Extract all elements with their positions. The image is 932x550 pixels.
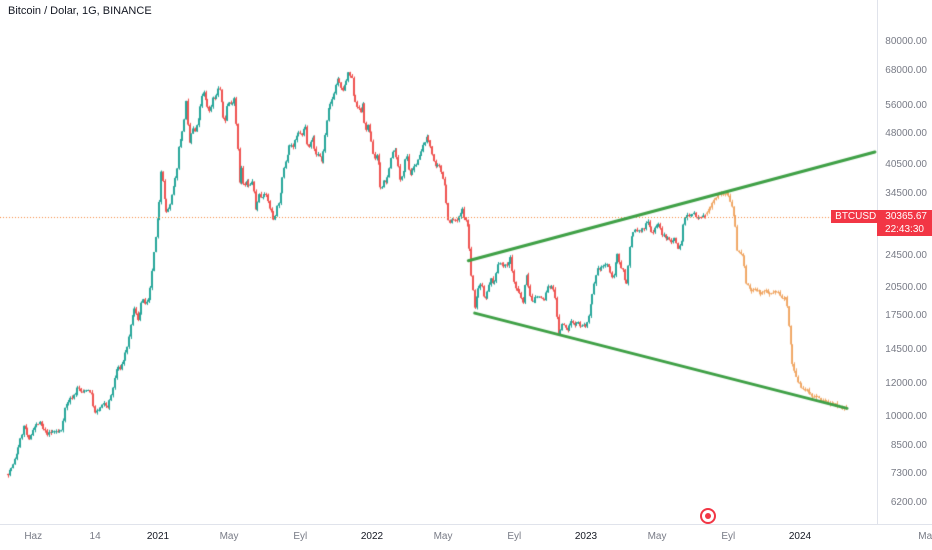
price-tick-label: 8500.00 bbox=[890, 440, 927, 452]
time-tick-label: May bbox=[647, 531, 667, 542]
price-line-badge: BTCUSD 30365.67 bbox=[831, 210, 932, 223]
price-tick-label: 40500.00 bbox=[885, 158, 927, 170]
time-tick-label: 14 bbox=[89, 531, 101, 542]
price-tick-label: 6200.00 bbox=[890, 497, 927, 509]
price-tick-label: 7300.00 bbox=[890, 467, 927, 479]
price-tick-label: 56000.00 bbox=[885, 100, 927, 112]
price-tick-label: 14500.00 bbox=[885, 344, 927, 356]
price-tick-label: 10000.00 bbox=[885, 411, 927, 423]
price-tick-label: 34500.00 bbox=[885, 187, 927, 199]
price-tick-label: 24500.00 bbox=[885, 249, 927, 261]
price-tick-label: 80000.00 bbox=[885, 36, 927, 48]
time-tick-label: 2021 bbox=[146, 531, 170, 542]
time-tick-label: 2022 bbox=[360, 531, 384, 542]
time-tick-label: Eyl bbox=[507, 531, 522, 542]
time-axis[interactable]: Haz 14 2021 May Eyl 2022 May Eyl 2023 May Eyl 2024 M… bbox=[0, 524, 932, 550]
price-axis[interactable]: 80000.00 68000.00 56000.00 48000.00 40500.00… bbox=[877, 0, 932, 524]
time-tick-label: May bbox=[433, 531, 453, 542]
price-tick-label: 48000.00 bbox=[885, 128, 927, 140]
watermark-logo-icon[interactable] bbox=[700, 508, 716, 524]
price-tick-label: 12000.00 bbox=[885, 378, 927, 390]
time-tick-label: Haz bbox=[24, 531, 43, 542]
watermark-inner-dot bbox=[705, 513, 711, 519]
time-tick-label: Eyl bbox=[721, 531, 736, 542]
price-tick-label: 17500.00 bbox=[885, 310, 927, 322]
time-tick-label: 2023 bbox=[574, 531, 598, 542]
last-price-label: 30365.67 bbox=[885, 211, 927, 222]
time-tick-label: Ma bbox=[918, 531, 932, 542]
candlestick-chart-canvas[interactable] bbox=[0, 0, 877, 524]
time-tick-label: 2024 bbox=[788, 531, 812, 542]
symbol-label: BTCUSD bbox=[835, 211, 877, 222]
bar-countdown-label: 22:43:30 bbox=[877, 223, 932, 236]
price-pane[interactable]: Bitcoin / Dolar, 1G, BINANCE bbox=[0, 0, 877, 524]
time-tick-label: Eyl bbox=[293, 531, 308, 542]
price-tick-label: 68000.00 bbox=[885, 65, 927, 77]
chart-legend[interactable]: Bitcoin / Dolar, 1G, BINANCE bbox=[8, 5, 152, 17]
time-tick-label: May bbox=[219, 531, 239, 542]
price-tick-label: 20500.00 bbox=[885, 281, 927, 293]
